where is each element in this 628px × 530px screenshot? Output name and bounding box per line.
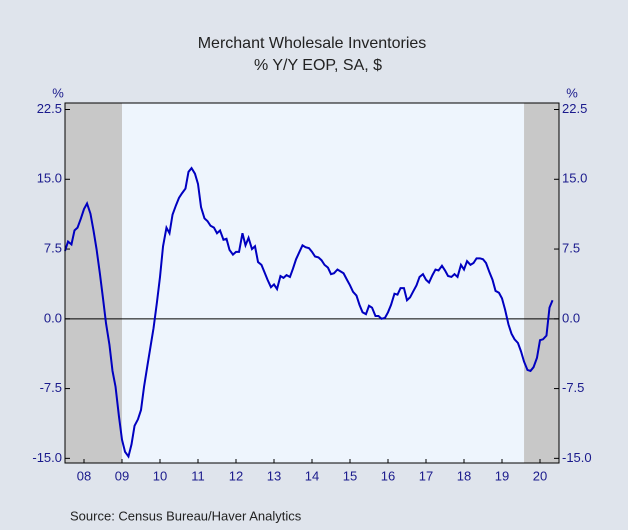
x-tick-label: 16 bbox=[381, 468, 395, 483]
source: Source: Census Bureau/Haver Analytics bbox=[70, 508, 302, 523]
recession-shading bbox=[65, 103, 122, 463]
y2-tick-label: -15.0 bbox=[562, 450, 592, 465]
y-tick-label: 0.0 bbox=[44, 310, 62, 325]
plot-area bbox=[65, 103, 559, 463]
x-tick-label: 14 bbox=[305, 468, 319, 483]
y-tick-label: 15.0 bbox=[37, 171, 62, 186]
x-tick-label: 17 bbox=[419, 468, 433, 483]
recession-shading bbox=[524, 103, 559, 463]
chart-title: Merchant Wholesale Inventories bbox=[198, 35, 427, 52]
y2-tick-label: -7.5 bbox=[562, 380, 584, 395]
x-tick-label: 20 bbox=[533, 468, 547, 483]
y2-tick-label: 7.5 bbox=[562, 240, 580, 255]
x-tick-label: 12 bbox=[229, 468, 243, 483]
y-axis-label: % bbox=[52, 85, 64, 100]
x-tick-label: 11 bbox=[191, 468, 205, 483]
y-tick-label: -7.5 bbox=[40, 380, 62, 395]
y2-tick-label: 0.0 bbox=[562, 310, 580, 325]
series-line bbox=[64, 166, 554, 459]
y2-axis-label: % bbox=[566, 85, 578, 100]
y-tick-label: 7.5 bbox=[44, 240, 62, 255]
x-tick-label: 19 bbox=[495, 468, 509, 483]
x-tick-label: 18 bbox=[457, 468, 471, 483]
chart-subtitle: % Y/Y EOP, SA, $ bbox=[254, 57, 382, 74]
y-tick-label: -15.0 bbox=[32, 450, 62, 465]
y2-tick-label: 15.0 bbox=[562, 171, 587, 186]
x-tick-label: 10 bbox=[153, 468, 167, 483]
x-tick-label: 09 bbox=[115, 468, 129, 483]
y-tick-label: 22.5 bbox=[37, 101, 62, 116]
x-tick-label: 13 bbox=[267, 468, 281, 483]
y2-tick-label: 22.5 bbox=[562, 101, 587, 116]
x-tick-label: 08 bbox=[77, 468, 91, 483]
plot-frame bbox=[64, 102, 560, 464]
x-tick-label: 15 bbox=[343, 468, 357, 483]
